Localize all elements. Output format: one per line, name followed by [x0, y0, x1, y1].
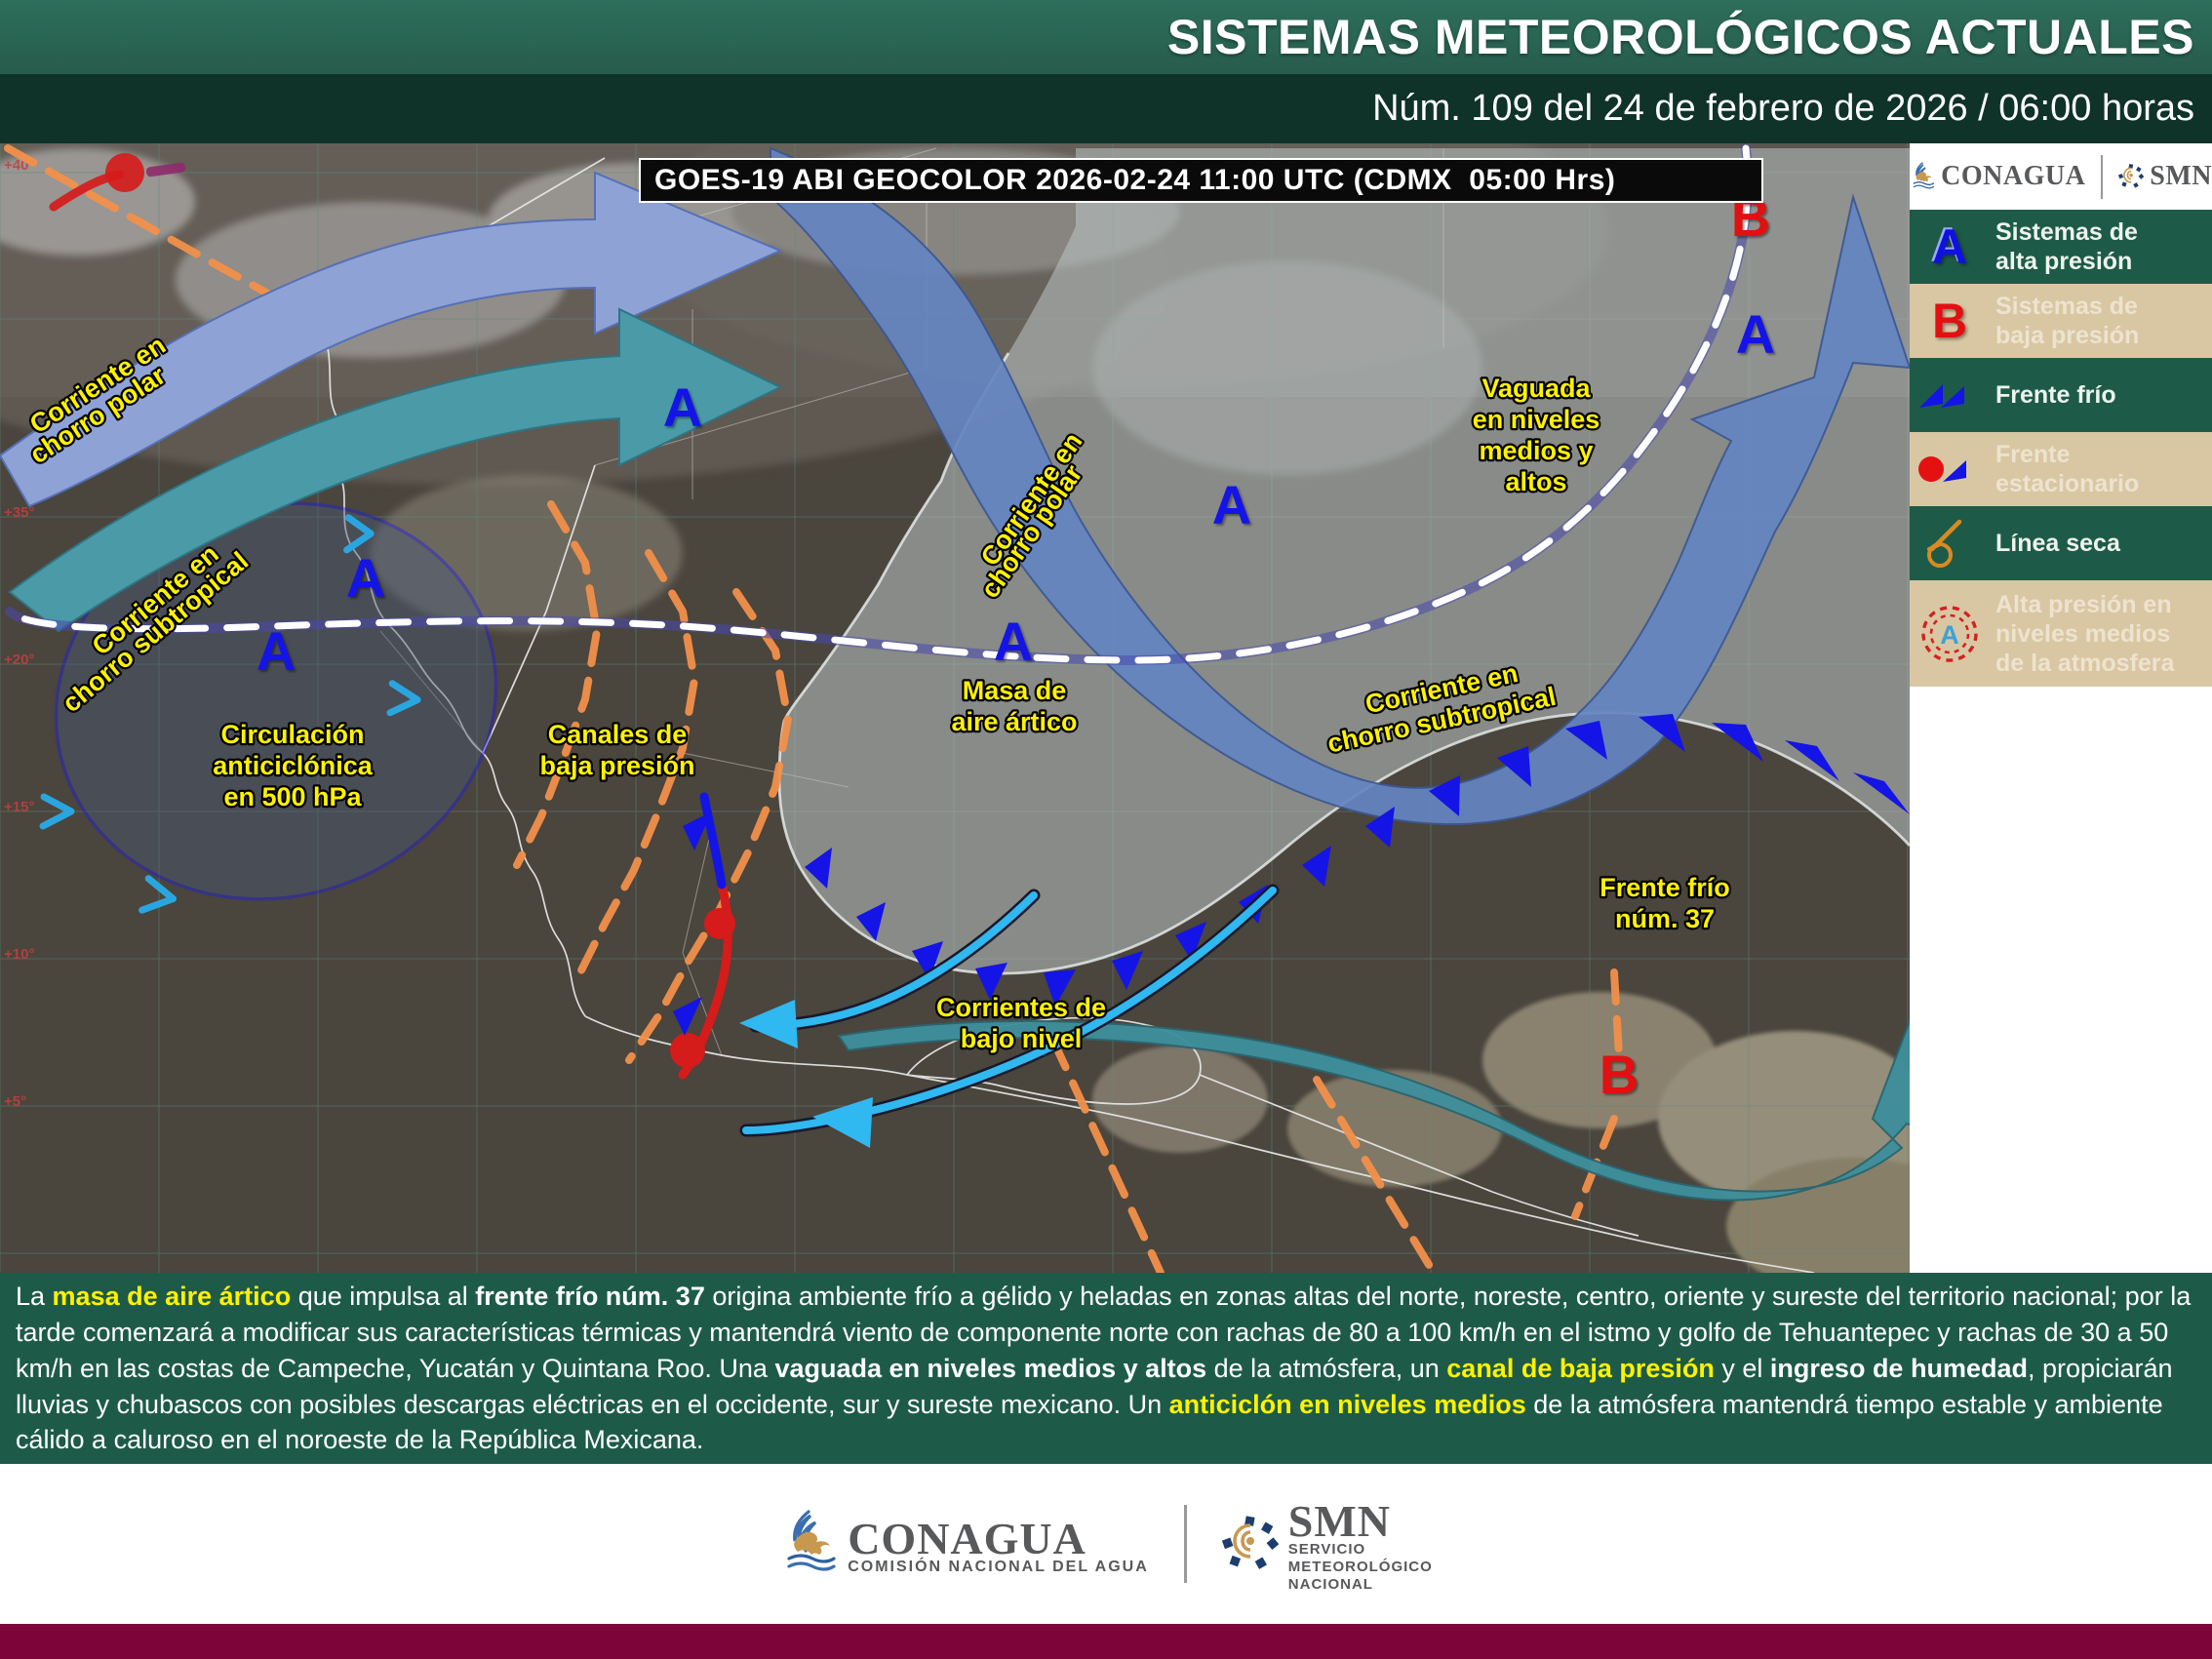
svg-text:+15°: +15° [4, 799, 34, 815]
svg-text:Circulación: Circulación [220, 720, 364, 749]
svg-text:+10°: +10° [4, 946, 34, 963]
svg-text:aire ártico: aire ártico [951, 707, 1077, 736]
svg-text:+20°: +20° [4, 652, 34, 668]
svg-text:Corrientes de: Corrientes de [936, 993, 1106, 1022]
svg-text:medios y: medios y [1479, 436, 1593, 465]
svg-text:Vaguada: Vaguada [1481, 374, 1591, 403]
svg-text:A: A [1212, 474, 1251, 535]
svg-text:bajo nivel: bajo nivel [961, 1024, 1083, 1053]
svg-text:A: A [1736, 303, 1775, 365]
svg-text:A: A [994, 611, 1033, 672]
svg-text:Frente frío: Frente frío [1600, 873, 1730, 902]
svg-text:Canales de: Canales de [548, 720, 688, 749]
svg-text:en niveles: en niveles [1473, 405, 1600, 434]
svg-text:A: A [257, 620, 296, 682]
svg-text:baja presión: baja presión [539, 751, 694, 780]
svg-text:altos: altos [1505, 467, 1566, 496]
svg-text:A: A [1940, 620, 1959, 650]
svg-text:+5°: +5° [4, 1093, 26, 1110]
svg-text:núm. 37: núm. 37 [1615, 904, 1715, 933]
svg-text:anticiclónica: anticiclónica [213, 751, 374, 780]
svg-text:en 500 hPa: en 500 hPa [223, 782, 362, 811]
svg-text:A: A [346, 547, 385, 609]
svg-text:A: A [663, 376, 702, 438]
svg-text:B: B [1600, 1044, 1639, 1105]
svg-text:Masa de: Masa de [963, 676, 1067, 705]
